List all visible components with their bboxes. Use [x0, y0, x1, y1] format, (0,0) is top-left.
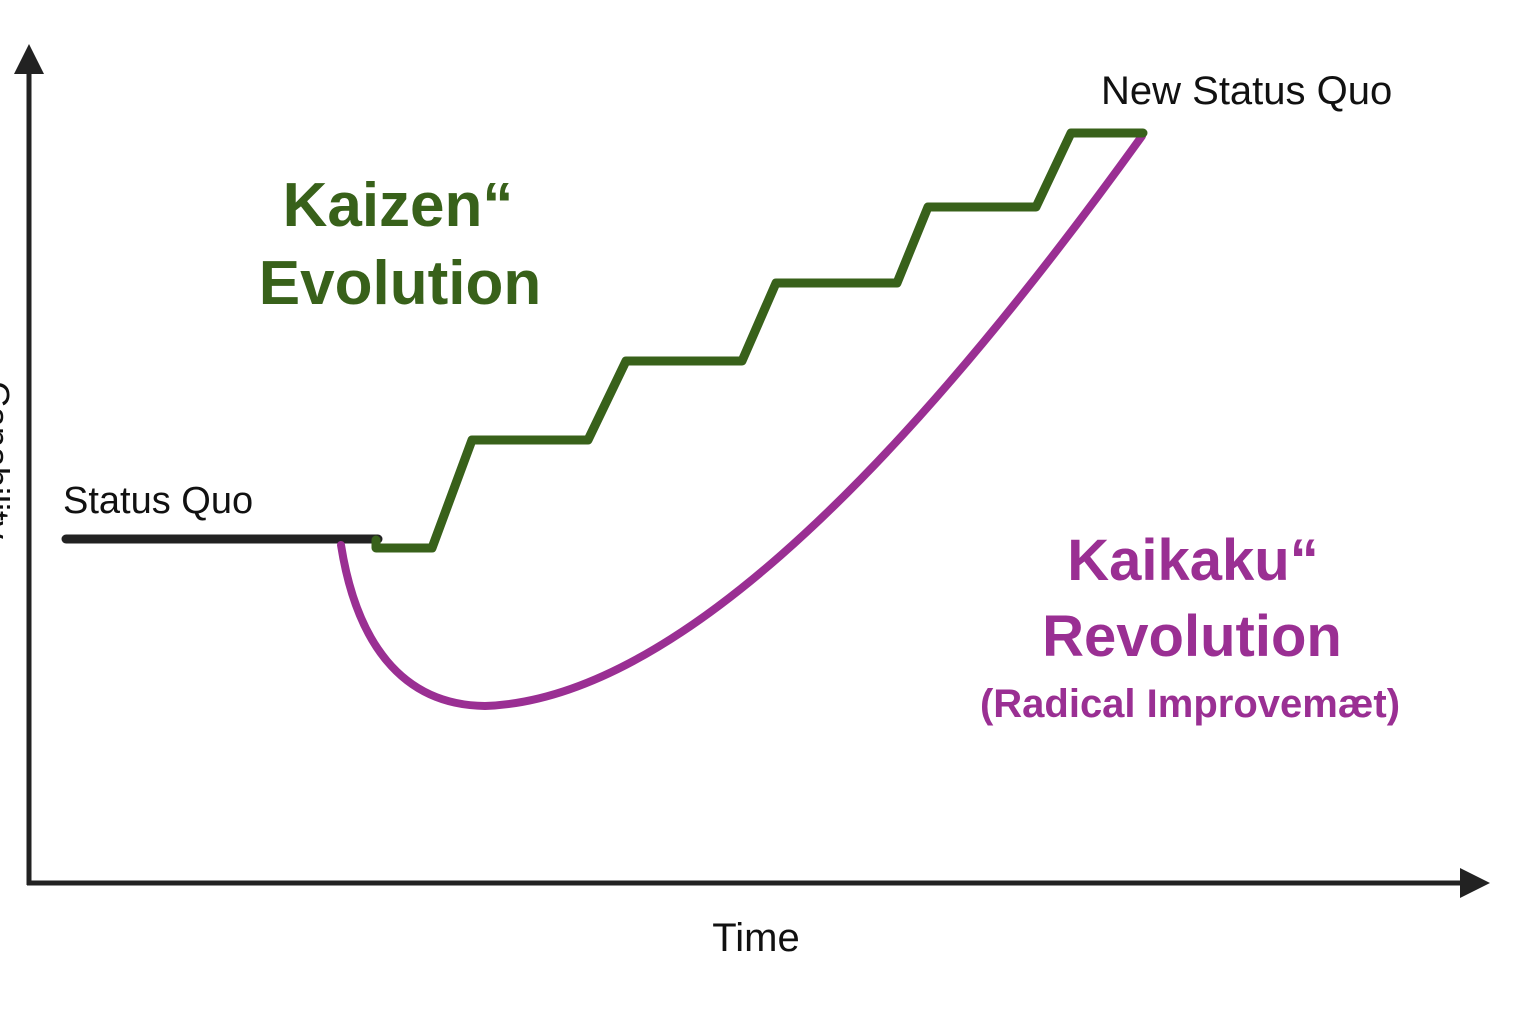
status-quo-label: Status Quo — [63, 480, 253, 522]
kaikaku-curve — [337, 132, 1146, 711]
kaikaku-label-line3: (Radical Improvemæt) — [980, 682, 1400, 726]
x-axis-label: Time — [712, 916, 799, 960]
x-axis-arrowhead — [1460, 868, 1490, 898]
y-axis-label: Capability — [0, 381, 17, 539]
kaikaku-label-line2: Revolution — [1042, 604, 1342, 669]
kaizen-label-line1: Kaizen“ — [283, 171, 514, 240]
kaizen-label-line2: Evolution — [259, 249, 541, 318]
y-axis-arrowhead — [14, 44, 44, 74]
kaizen-step-line — [371, 128, 1148, 553]
kaikaku-label-line1: Kaikaku“ — [1067, 528, 1318, 593]
new-status-quo-label: New Status Quo — [1101, 69, 1392, 113]
